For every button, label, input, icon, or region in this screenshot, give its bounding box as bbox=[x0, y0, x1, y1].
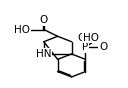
Text: HO: HO bbox=[83, 33, 99, 43]
Text: OH: OH bbox=[77, 33, 93, 43]
Text: O: O bbox=[99, 42, 108, 52]
Text: P: P bbox=[82, 42, 89, 52]
Text: HN: HN bbox=[36, 49, 52, 59]
Text: HO: HO bbox=[14, 25, 30, 34]
Text: O: O bbox=[40, 15, 48, 25]
